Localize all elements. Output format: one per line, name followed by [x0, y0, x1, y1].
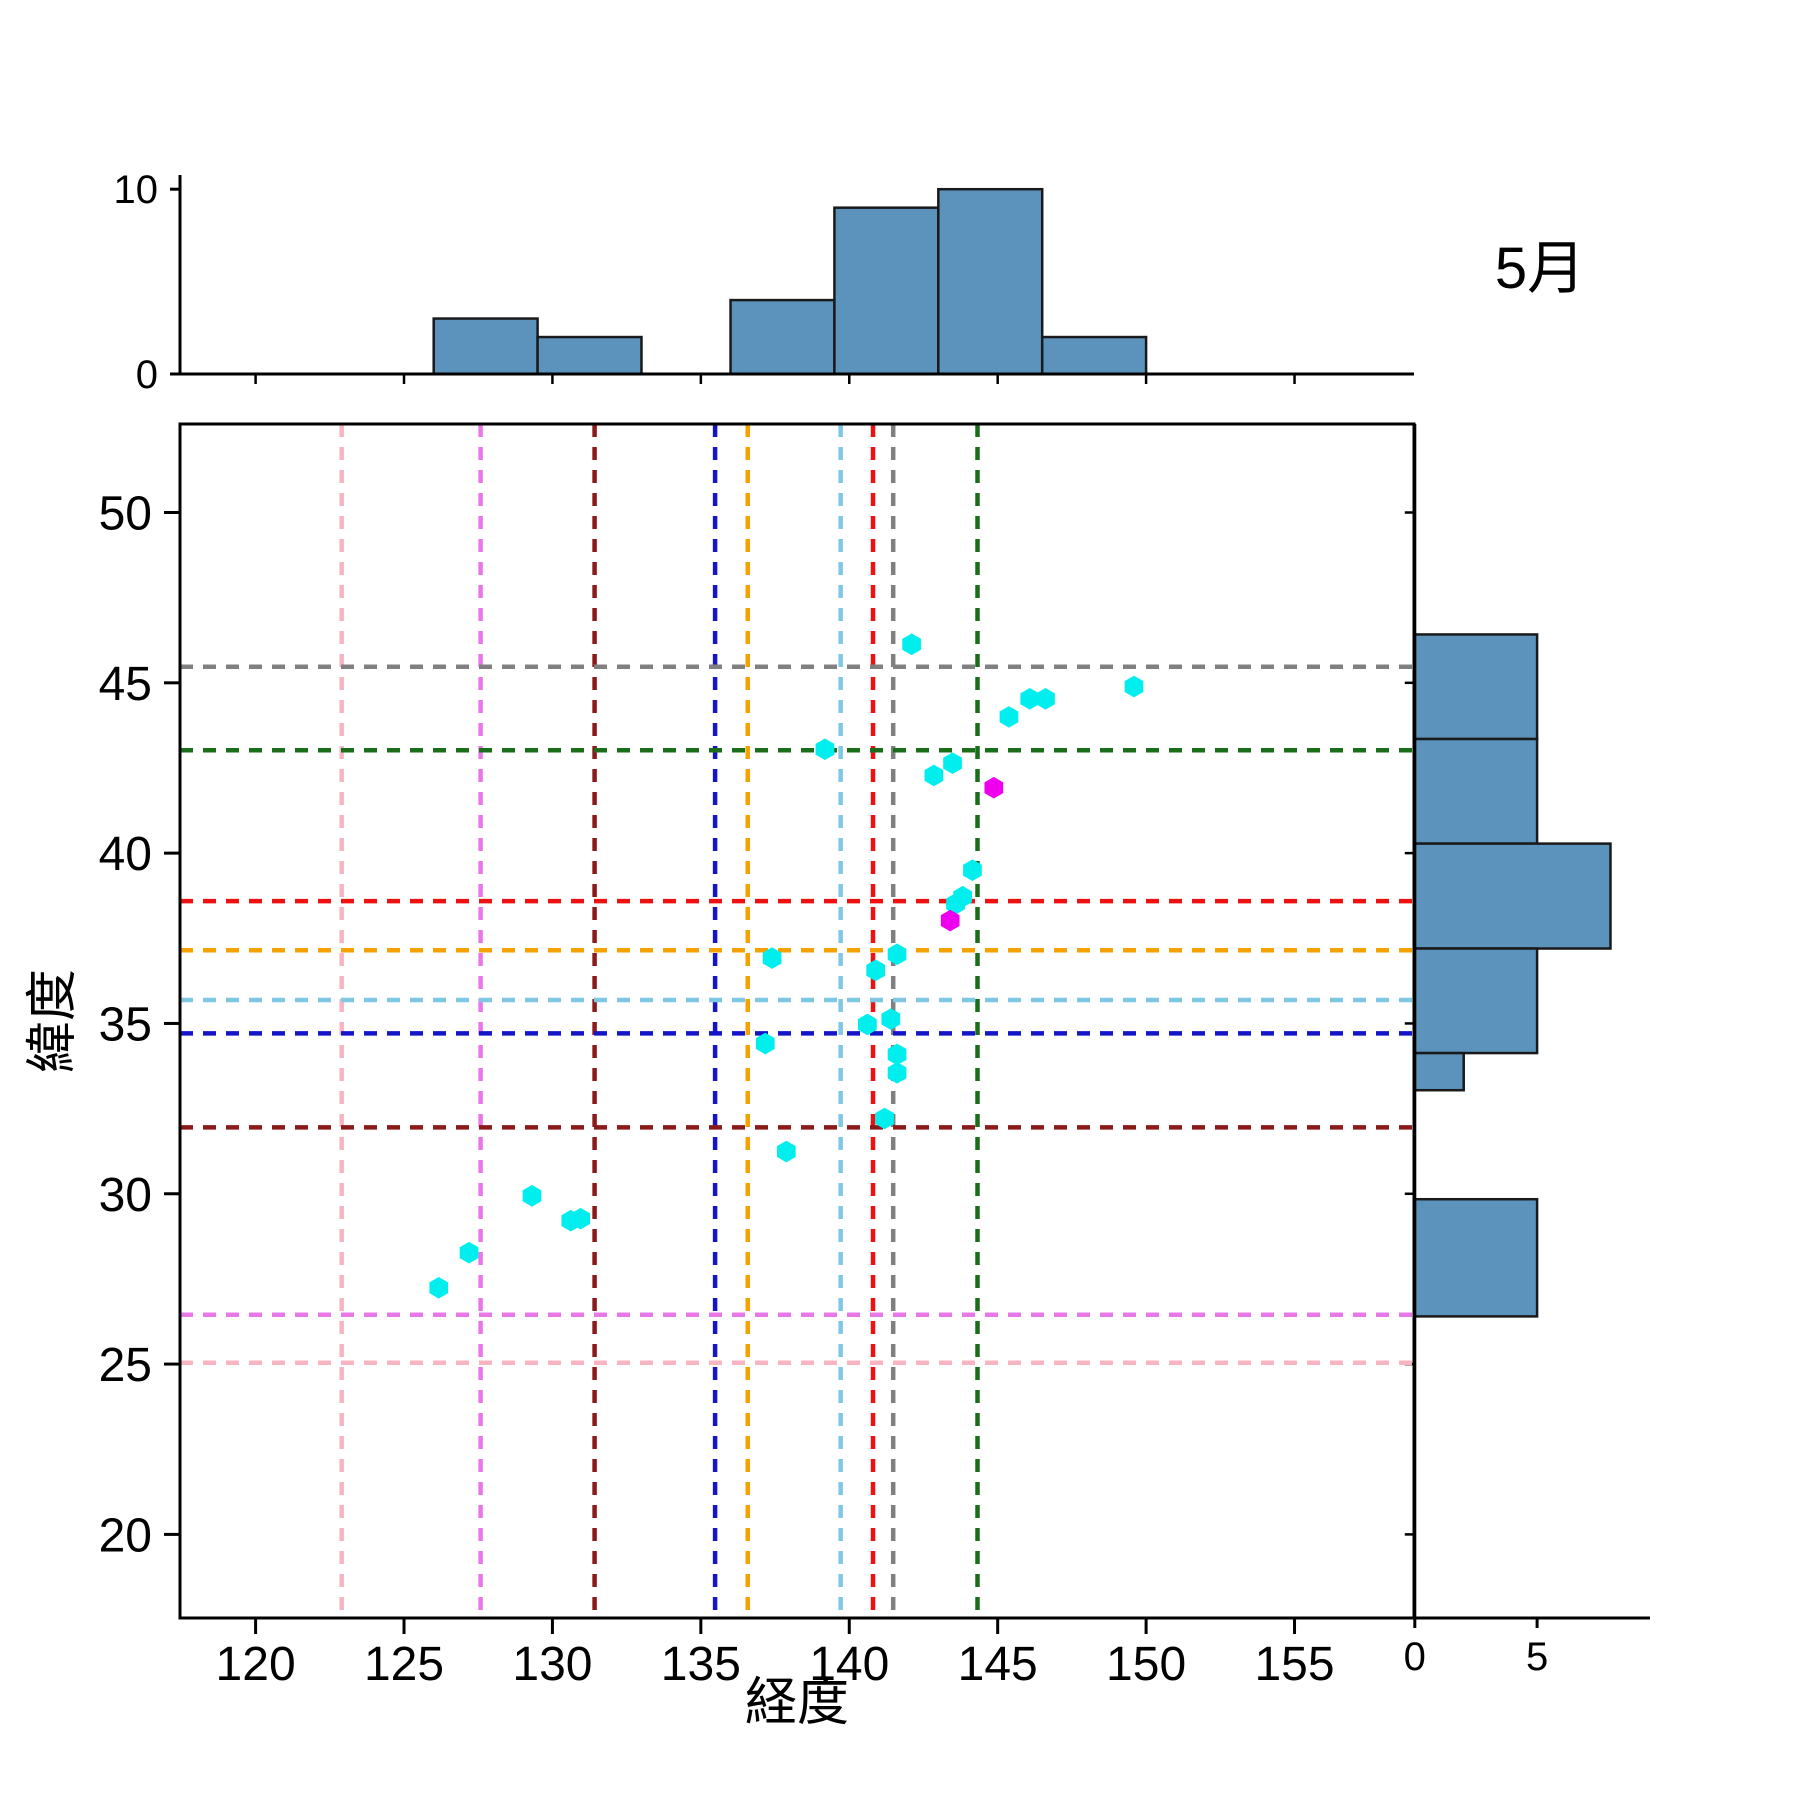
- svg-text:25: 25: [99, 1339, 152, 1392]
- svg-text:155: 155: [1254, 1638, 1334, 1691]
- svg-text:130: 130: [512, 1638, 592, 1691]
- svg-text:125: 125: [364, 1638, 444, 1691]
- svg-text:0: 0: [136, 353, 158, 397]
- svg-text:緯度: 緯度: [24, 969, 82, 1073]
- svg-text:145: 145: [958, 1638, 1038, 1691]
- svg-text:150: 150: [1106, 1638, 1186, 1691]
- svg-text:40: 40: [99, 828, 152, 881]
- svg-text:50: 50: [99, 488, 152, 541]
- svg-text:35: 35: [99, 998, 152, 1051]
- svg-text:5: 5: [1526, 1635, 1548, 1679]
- svg-text:30: 30: [99, 1169, 152, 1222]
- svg-text:120: 120: [216, 1638, 296, 1691]
- svg-text:45: 45: [99, 658, 152, 711]
- svg-text:経度: 経度: [745, 1674, 849, 1732]
- svg-text:20: 20: [99, 1509, 152, 1562]
- svg-text:0: 0: [1404, 1635, 1426, 1679]
- svg-text:5月: 5月: [1495, 236, 1585, 301]
- svg-text:135: 135: [661, 1638, 741, 1691]
- svg-text:10: 10: [114, 168, 159, 212]
